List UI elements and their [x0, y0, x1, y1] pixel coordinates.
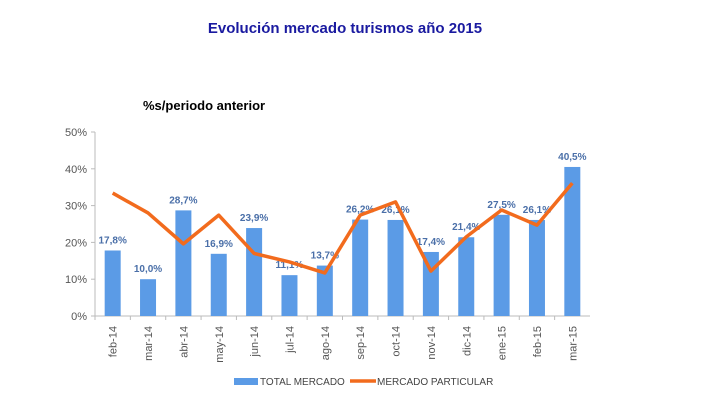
- data-label: 16,9%: [205, 239, 233, 250]
- data-label: 28,7%: [169, 195, 197, 206]
- bar: [458, 237, 475, 316]
- y-tick-label: 50%: [65, 127, 87, 139]
- x-tick-label: may-14: [214, 326, 226, 363]
- bar: [387, 219, 404, 316]
- x-tick-label: oct-14: [391, 326, 403, 357]
- data-label: 26,1%: [381, 205, 409, 216]
- bar: [246, 228, 263, 316]
- y-tick-label: 30%: [65, 201, 87, 213]
- x-tick-label: nov-14: [426, 326, 438, 360]
- x-tick-label: abr-14: [178, 326, 190, 358]
- bar: [175, 210, 192, 316]
- data-label: 17,8%: [98, 235, 126, 246]
- legend-label-mercado-particular: MERCADO PARTICULAR: [377, 377, 493, 388]
- x-tick-label: sep-14: [355, 326, 367, 360]
- y-tick-label: 20%: [65, 237, 87, 249]
- x-tick-label: feb-15: [532, 326, 544, 357]
- data-label: 11,1%: [276, 260, 304, 271]
- bar: [352, 219, 369, 316]
- y-tick-label: 10%: [65, 274, 87, 286]
- y-tick-label: 40%: [65, 164, 87, 176]
- chart-title: Evolución mercado turismos año 2015: [207, 20, 483, 37]
- bar: [281, 275, 298, 316]
- x-tick-label: feb-14: [108, 326, 120, 357]
- x-tick-label: jun-14: [249, 326, 261, 358]
- data-label: 13,7%: [311, 251, 339, 262]
- x-tick-label: ago-14: [320, 326, 332, 360]
- bar: [316, 265, 333, 316]
- y-tick-label: 0%: [71, 311, 87, 323]
- bar: [104, 250, 121, 316]
- data-label: 10,0%: [134, 264, 162, 275]
- data-label: 21,4%: [452, 222, 480, 233]
- bar: [210, 253, 227, 316]
- data-label: 17,4%: [417, 237, 445, 248]
- legend-label-total-mercado: TOTAL MERCADO: [260, 377, 345, 388]
- legend-swatch-total-mercado: [234, 378, 258, 385]
- x-tick-label: jul-14: [284, 326, 296, 354]
- data-label: 23,9%: [240, 213, 268, 224]
- x-tick-label: mar-14: [143, 326, 155, 361]
- bar: [140, 279, 157, 316]
- x-tick-label: ene-15: [497, 326, 509, 360]
- x-tick-label: dic-14: [461, 326, 473, 356]
- data-label: 26,1%: [523, 205, 551, 216]
- data-label: 27,5%: [487, 200, 515, 211]
- bar: [564, 166, 581, 316]
- data-label: 26,2%: [346, 205, 374, 216]
- bar: [493, 214, 510, 316]
- bar: [528, 219, 545, 316]
- chart-subtitle: %s/periodo anterior: [143, 98, 266, 113]
- series-line-mercado-particular: [111, 182, 574, 275]
- x-tick-label: mar-15: [567, 326, 579, 361]
- data-label: 40,5%: [558, 152, 586, 163]
